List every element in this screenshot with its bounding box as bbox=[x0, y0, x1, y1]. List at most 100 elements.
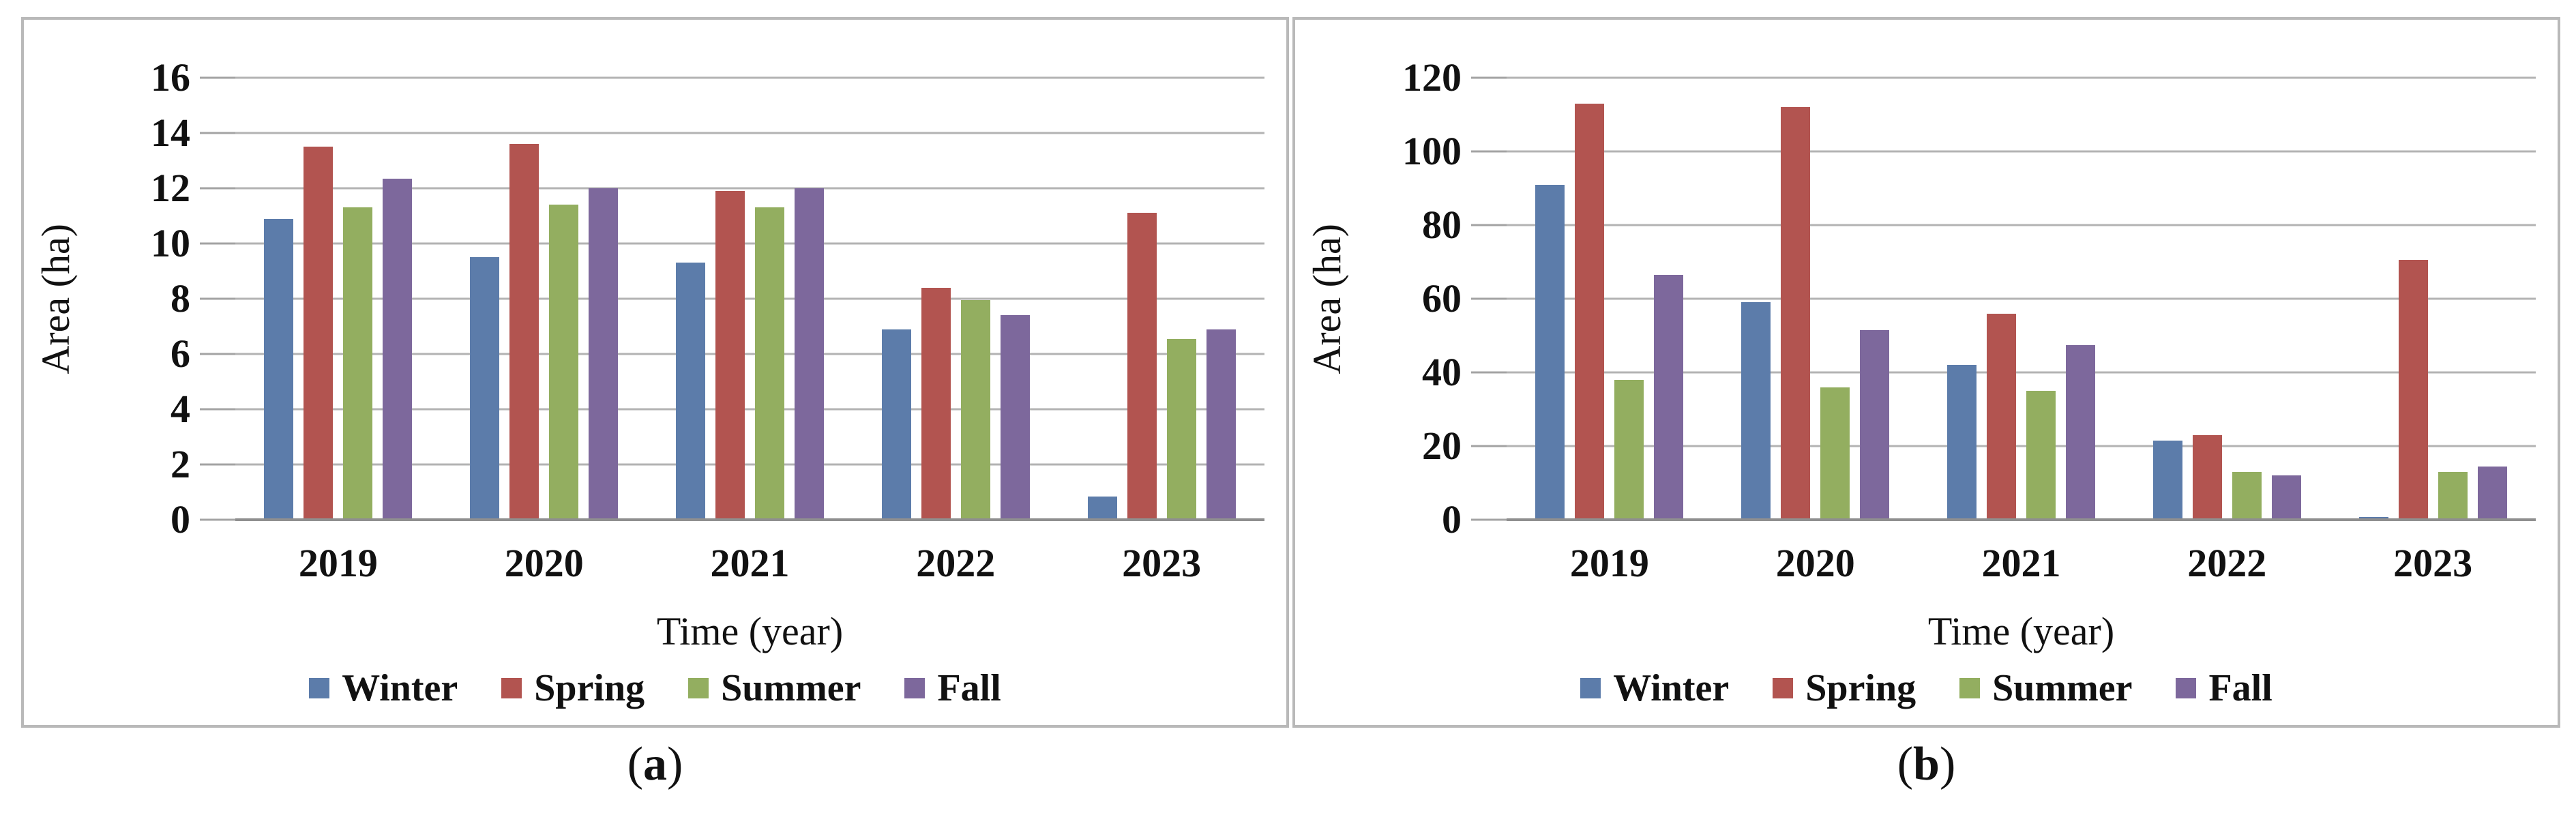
y-tick-mark-0 bbox=[1471, 518, 1507, 521]
plot-area: 0 2 4 6 8 10 12 14 16 bbox=[151, 58, 1264, 539]
caption-letter: b bbox=[1913, 738, 1940, 790]
x-tick-label-2020: 2020 bbox=[1775, 541, 1855, 585]
legend-label-spring: Spring bbox=[1805, 667, 1916, 709]
x-tick-label-2020: 2020 bbox=[504, 541, 584, 585]
bar-summer-2023 bbox=[1166, 338, 1196, 520]
bars-layer bbox=[235, 78, 1264, 520]
legend-item-winter: Winter bbox=[1580, 669, 1729, 707]
legend-label-winter: Winter bbox=[342, 667, 458, 709]
bar-summer-2020 bbox=[549, 205, 579, 520]
x-axis-line bbox=[1507, 518, 2536, 521]
bar-winter-2020 bbox=[470, 257, 500, 520]
gridline-4 bbox=[235, 408, 1264, 411]
bar-group-2019 bbox=[1507, 78, 1713, 520]
legend-swatch-fall bbox=[904, 678, 926, 698]
y-tick-mark-100 bbox=[1471, 150, 1507, 153]
bar-summer-2020 bbox=[1820, 387, 1850, 520]
x-tick-label-2023: 2023 bbox=[1122, 541, 1202, 585]
legend-label-summer: Summer bbox=[1992, 667, 2133, 709]
bar-fall-2022 bbox=[1000, 315, 1030, 520]
gridline-6 bbox=[235, 353, 1264, 355]
gridline-16 bbox=[235, 76, 1264, 79]
y-tick-mark-4 bbox=[200, 408, 235, 411]
caption-close-paren: ) bbox=[1939, 738, 1956, 790]
bar-spring-2022 bbox=[2192, 434, 2222, 520]
gridline-60 bbox=[1507, 297, 2536, 300]
bar-fall-2022 bbox=[2271, 475, 2301, 520]
bar-fall-2021 bbox=[794, 188, 824, 520]
gridline-12 bbox=[235, 187, 1264, 190]
bar-group-2022 bbox=[853, 78, 1058, 520]
caption-open-paren: ( bbox=[627, 738, 643, 790]
legend-label-winter: Winter bbox=[1613, 667, 1730, 709]
gridline-20 bbox=[1507, 445, 2536, 447]
y-axis-title: Area (ha) bbox=[1305, 223, 1349, 374]
bar-group-2023 bbox=[1058, 78, 1264, 520]
legend: Winter Spring Summer Fall bbox=[24, 669, 1286, 707]
panel-caption-a: (a) bbox=[21, 741, 1289, 788]
bar-winter-2021 bbox=[675, 263, 705, 520]
y-tick-mark-2 bbox=[200, 463, 235, 466]
legend-swatch-summer bbox=[688, 678, 709, 698]
y-axis-title: Area (ha) bbox=[33, 223, 78, 374]
y-axis-title-wrap-a: Area (ha) bbox=[33, 78, 78, 520]
legend-label-fall: Fall bbox=[2208, 667, 2272, 709]
x-tick-label-2022: 2022 bbox=[916, 541, 996, 585]
bar-spring-2020 bbox=[509, 144, 539, 520]
chart-panel-a: Area (ha) 0 2 4 6 8 10 12 14 16 2019 2020 2021 2022… bbox=[21, 17, 1289, 728]
bar-group-2021 bbox=[647, 78, 853, 520]
bar-group-2023 bbox=[2330, 78, 2536, 520]
legend-item-spring: Spring bbox=[1773, 669, 1916, 707]
legend-item-fall: Fall bbox=[2176, 669, 2272, 707]
bar-winter-2023 bbox=[1087, 496, 1117, 520]
bar-fall-2020 bbox=[1860, 329, 1890, 520]
bar-group-2019 bbox=[235, 78, 441, 520]
bar-fall-2023 bbox=[2477, 466, 2507, 520]
gridline-14 bbox=[235, 132, 1264, 134]
legend-swatch-winter bbox=[1580, 678, 1601, 698]
legend-label-spring: Spring bbox=[534, 667, 645, 709]
legend: Winter Spring Summer Fall bbox=[1295, 669, 2558, 707]
bar-fall-2020 bbox=[589, 188, 619, 520]
gridline-2 bbox=[235, 463, 1264, 466]
bar-winter-2019 bbox=[264, 218, 294, 520]
y-tick-mark-16 bbox=[200, 76, 235, 79]
bar-winter-2023 bbox=[2358, 516, 2388, 520]
bar-winter-2020 bbox=[1741, 302, 1771, 520]
bar-summer-2022 bbox=[2232, 471, 2262, 520]
bar-group-2022 bbox=[2124, 78, 2330, 520]
bar-winter-2022 bbox=[881, 329, 911, 520]
bar-winter-2019 bbox=[1535, 184, 1565, 520]
legend-item-winter: Winter bbox=[309, 669, 458, 707]
y-tick-mark-14 bbox=[200, 132, 235, 134]
x-tick-label-2023: 2023 bbox=[2393, 541, 2473, 585]
chart-panel-b: Area (ha) 0 20 40 60 80 100 120 2019 2020 2021 20… bbox=[1292, 17, 2560, 728]
bar-spring-2021 bbox=[1986, 313, 2016, 520]
bar-summer-2019 bbox=[1614, 379, 1644, 520]
bar-fall-2019 bbox=[383, 178, 413, 520]
y-tick-mark-0 bbox=[200, 518, 235, 521]
plot-area: 0 20 40 60 80 100 120 bbox=[1402, 58, 2536, 539]
x-tick-label-2022: 2022 bbox=[2187, 541, 2267, 585]
legend-item-fall: Fall bbox=[904, 669, 1001, 707]
panel-captions: (a) (b) bbox=[21, 741, 2560, 788]
caption-close-paren: ) bbox=[667, 738, 683, 790]
bar-fall-2021 bbox=[2065, 344, 2095, 520]
y-axis-title-wrap-b: Area (ha) bbox=[1305, 78, 1349, 520]
bar-spring-2021 bbox=[715, 191, 745, 520]
bar-summer-2021 bbox=[2026, 391, 2056, 520]
bar-group-2020 bbox=[441, 78, 647, 520]
x-tick-label-2019: 2019 bbox=[298, 541, 378, 585]
y-tick-mark-12 bbox=[200, 187, 235, 190]
legend-swatch-summer bbox=[1959, 678, 1981, 698]
bar-fall-2023 bbox=[1206, 329, 1236, 520]
legend-swatch-winter bbox=[309, 678, 330, 698]
bar-spring-2023 bbox=[1127, 213, 1157, 520]
panel-caption-b: (b) bbox=[1292, 741, 2560, 788]
legend-swatch-spring bbox=[501, 678, 522, 698]
caption-letter: a bbox=[643, 738, 667, 790]
bars-layer bbox=[1507, 78, 2536, 520]
x-axis-title: Time (year) bbox=[656, 609, 844, 653]
bar-fall-2019 bbox=[1654, 274, 1684, 520]
y-tick-mark-40 bbox=[1471, 371, 1507, 374]
